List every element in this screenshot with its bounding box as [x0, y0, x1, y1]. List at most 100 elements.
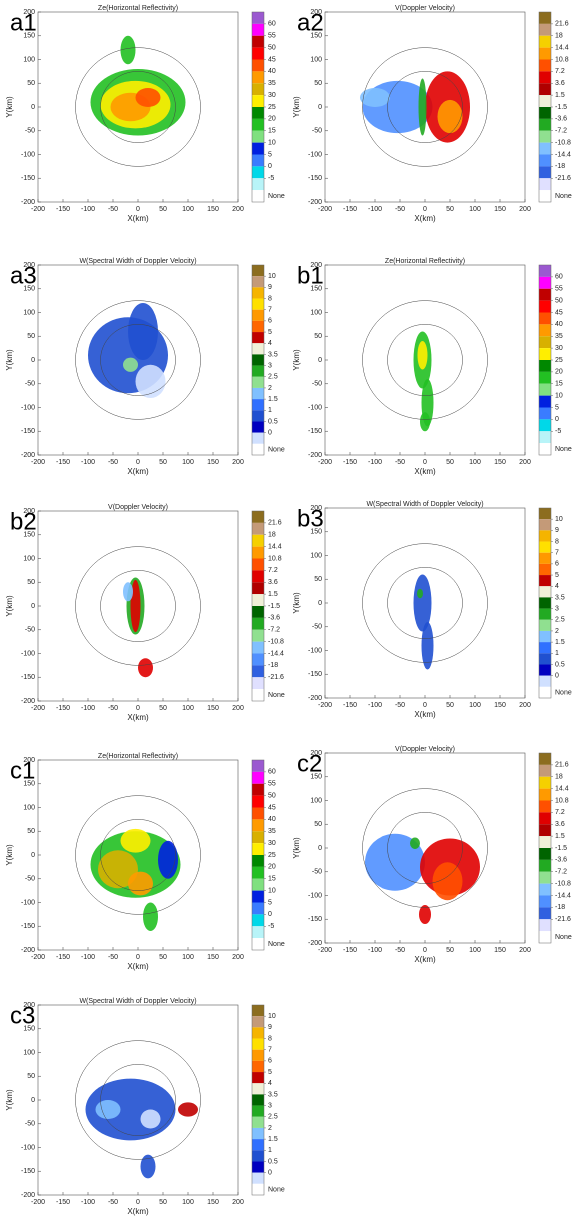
panel: -200 -150 -100 -50 0 50 100 150 200-200-150-100-… [5, 753, 285, 971]
colorbar-tick-label: 0 [268, 911, 272, 918]
x-tick-label: 100 [182, 1199, 194, 1206]
colorbar-segment [252, 130, 264, 143]
colorbar-segment [252, 410, 264, 422]
range-ring [75, 546, 201, 666]
echo [413, 574, 432, 632]
colorbar-segment [539, 642, 551, 654]
panel: -200 -150 -100 -50 0 50 100 150 200-200-150-100-… [5, 504, 285, 722]
y-tick-label: 200 [310, 9, 322, 16]
colorbar-segment [539, 130, 551, 143]
colorbar-tick-label: 3 [268, 362, 272, 369]
colorbar-tick-label: -14.4 [555, 892, 571, 899]
colorbar-tick-label: -10.8 [555, 880, 571, 887]
colorbar-tick-label: 45 [268, 56, 276, 63]
echo [419, 905, 431, 924]
echo [420, 412, 430, 432]
colorbar-tick-label: 2.5 [268, 1114, 278, 1121]
colorbar-tick-label: -18 [555, 904, 565, 911]
echo [123, 357, 138, 372]
y-tick-label: -150 [308, 428, 322, 435]
echo [360, 88, 390, 107]
colorbar-tick-label: 8 [268, 1035, 272, 1042]
colorbar-segment [252, 276, 264, 288]
y-tick-label: 0 [318, 845, 322, 852]
colorbar-tick-label: 6 [555, 561, 559, 568]
colorbar-segment [252, 23, 264, 36]
colorbar-tick-label: 7 [555, 550, 559, 557]
colorbar-segment [539, 407, 551, 420]
colorbar-segment [539, 383, 551, 396]
colorbar-segment [539, 575, 551, 587]
colorbar-tick-label: 10 [555, 392, 563, 399]
colorbar-none-label: None [555, 689, 572, 696]
panel-label: b3 [297, 505, 324, 532]
colorbar-tick-label: 1.5 [268, 591, 278, 598]
y-tick-label: -200 [308, 452, 322, 459]
colorbar-segment [252, 354, 264, 366]
colorbar-segment [539, 608, 551, 620]
colorbar-tick-label: 15 [268, 128, 276, 135]
echo [140, 1109, 161, 1129]
colorbar-tick-label: 30 [555, 345, 563, 352]
plot-title: V(Doppler Velocity) [108, 504, 168, 511]
x-tick-label: -50 [395, 459, 405, 466]
colorbar-segment [539, 166, 551, 179]
echo [143, 902, 158, 931]
x-tick-label: 50 [159, 1199, 167, 1206]
x-tick-label: 100 [469, 206, 481, 213]
colorbar-segment [539, 336, 551, 349]
colorbar-segment [252, 376, 264, 388]
colorbar-segment [539, 686, 551, 698]
panel-label: b1 [297, 262, 324, 289]
y-tick-label: -50 [25, 128, 35, 135]
colorbar-tick-label: 10 [268, 273, 276, 280]
colorbar-none-label: None [268, 941, 285, 948]
x-tick-label: -200 [31, 459, 45, 466]
colorbar-frame [538, 507, 552, 699]
colorbar-segment [252, 1139, 264, 1151]
echo [98, 850, 138, 889]
colorbar-tick-label: 3 [268, 1102, 272, 1109]
colorbar-segment [252, 843, 264, 855]
colorbar-segment [252, 154, 264, 167]
colorbar-tick-label: 5 [268, 1069, 272, 1076]
range-ring [75, 300, 201, 420]
colorbar-tick-label: 60 [268, 21, 276, 28]
colorbar-tick-label: 10.8 [555, 56, 569, 63]
colorbar-segment [539, 764, 551, 777]
colorbar-segment [539, 630, 551, 643]
x-axis-label: X(km) [414, 710, 436, 719]
range-ring [75, 1040, 201, 1160]
x-tick-label: 100 [469, 702, 481, 709]
y-tick-label: 50 [314, 821, 322, 828]
colorbar-tick-label: 2.5 [555, 617, 565, 624]
x-tick-label: -150 [56, 206, 70, 213]
colorbar-segment [252, 309, 264, 321]
y-tick-label: 100 [310, 797, 322, 804]
colorbar-segment [539, 859, 551, 872]
x-tick-label: 0 [423, 206, 427, 213]
x-tick-label: 100 [182, 459, 194, 466]
colorbar-tick-label: 5 [268, 329, 272, 336]
colorbar-tick-label: 1.5 [268, 1136, 278, 1143]
y-tick-label: -100 [21, 151, 35, 158]
colorbar-tick-label: 5 [555, 404, 559, 411]
x-axis-label: X(km) [127, 713, 149, 722]
colorbar-segment [252, 1105, 264, 1117]
y-tick-label: 100 [23, 309, 35, 316]
x-tick-label: 150 [207, 954, 219, 961]
colorbar-tick-label: 10 [555, 516, 563, 523]
colorbar-segment [252, 594, 264, 606]
colorbar-segment [252, 71, 264, 84]
colorbar-segment [539, 288, 551, 301]
y-tick-label: 200 [23, 262, 35, 269]
colorbar-segment [252, 1072, 264, 1084]
colorbar-tick-label: 7.2 [268, 567, 278, 574]
y-tick-label: -100 [21, 650, 35, 657]
colorbar-segment [252, 771, 264, 784]
colorbar-tick-label: 21.6 [555, 21, 569, 28]
x-tick-label: -100 [81, 705, 95, 712]
range-ring [387, 324, 463, 396]
echo [417, 588, 423, 599]
colorbar-tick-label: -7.2 [555, 869, 567, 876]
